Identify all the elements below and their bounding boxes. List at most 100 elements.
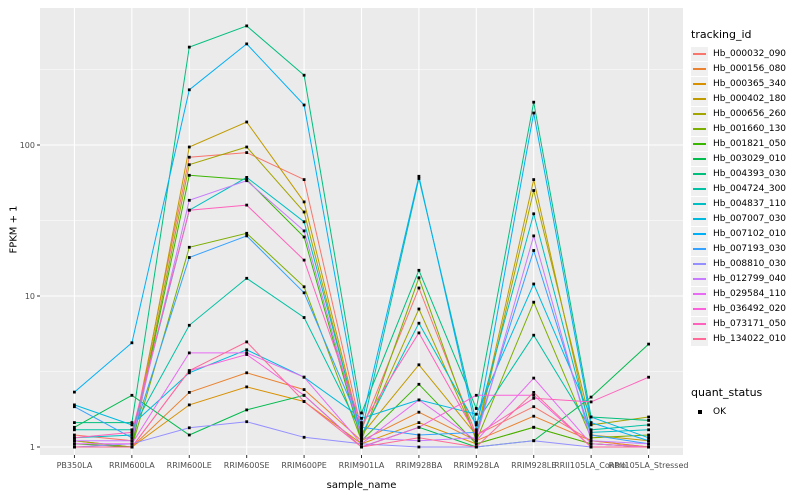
data-point: [532, 212, 536, 216]
point-swatch-icon: [698, 409, 702, 414]
data-point: [647, 342, 650, 346]
legend-label: Hb_012799_040: [713, 273, 787, 284]
legend-label: Hb_000032_090: [713, 48, 787, 59]
legend-item: Hb_001821_050: [691, 136, 799, 151]
quant-ok-key: [691, 404, 708, 419]
data-point: [73, 390, 76, 394]
data-point: [417, 436, 421, 440]
data-point: [187, 198, 191, 202]
data-point: [417, 445, 421, 449]
legend-key: [691, 286, 708, 301]
data-point: [187, 245, 191, 249]
data-point: [245, 145, 249, 149]
data-point: [589, 436, 593, 440]
legend-item-ok: OK: [691, 404, 799, 419]
data-point: [589, 442, 593, 446]
legend-key: [691, 331, 708, 346]
data-point: [302, 258, 306, 262]
legend-color-line-icon: [693, 187, 706, 190]
data-point: [589, 395, 593, 399]
data-point: [187, 426, 191, 430]
data-point: [360, 411, 363, 415]
data-point: [245, 179, 249, 183]
legend-item: Hb_073171_050: [691, 316, 799, 331]
data-point: [532, 333, 536, 337]
data-point: [474, 436, 478, 440]
data-point: [532, 189, 536, 192]
legend-label: Hb_001821_050: [713, 138, 787, 149]
data-point: [647, 436, 650, 440]
legend-item: Hb_007102_010: [691, 226, 799, 241]
data-point: [532, 391, 536, 394]
data-point: [302, 375, 306, 379]
data-point: [589, 415, 593, 419]
legend-color-line-icon: [693, 97, 706, 100]
legend-label: Hb_029584_110: [713, 288, 787, 299]
data-point: [474, 412, 478, 416]
legend-item: Hb_000656_260: [691, 106, 799, 121]
data-point: [589, 428, 593, 432]
data-point: [647, 445, 650, 449]
legend-item: Hb_134022_010: [691, 331, 799, 346]
legend-label: Hb_007007_030: [713, 213, 787, 224]
data-point: [474, 421, 478, 424]
data-point: [245, 408, 249, 412]
legend-label: Hb_000656_260: [713, 108, 787, 119]
data-point: [187, 155, 191, 159]
legend-label: OK: [713, 406, 726, 417]
data-point: [302, 178, 306, 181]
data-point: [187, 369, 191, 373]
data-point: [302, 316, 306, 319]
data-point: [130, 423, 134, 427]
legend-key: [691, 91, 708, 106]
data-point: [73, 428, 76, 432]
legend-key: [691, 316, 708, 331]
data-point: [417, 177, 421, 180]
data-point: [187, 323, 191, 327]
x-tick-label: RRIM600PE: [281, 461, 327, 470]
x-axis-title: sample_name: [326, 480, 397, 491]
data-point: [417, 307, 421, 311]
legend-color-line-icon: [693, 217, 706, 220]
data-point: [187, 208, 191, 212]
data-point: [474, 442, 478, 446]
data-point: [187, 163, 191, 167]
legend-key: [691, 226, 708, 241]
legend-color-line-icon: [693, 142, 706, 145]
data-point: [360, 442, 363, 446]
legend-key: [691, 256, 708, 271]
data-point: [302, 400, 306, 403]
data-point: [130, 428, 134, 432]
legend-items: Hb_000032_090 Hb_000156_080 Hb_000365_340 H…: [691, 46, 799, 346]
legend-color-line-icon: [693, 232, 706, 235]
data-point: [417, 174, 421, 178]
x-tick-label: RRIM600LA: [109, 461, 155, 470]
data-point: [647, 442, 650, 446]
data-point: [302, 393, 306, 397]
data-point: [73, 403, 76, 407]
y-tick-label: 1: [30, 443, 35, 452]
data-point: [302, 103, 306, 107]
legend-key: [691, 211, 708, 226]
data-point: [417, 425, 421, 429]
data-point: [474, 439, 478, 443]
data-point: [245, 420, 249, 424]
legend-key: [691, 121, 708, 136]
data-point: [73, 425, 76, 429]
data-point: [245, 231, 249, 235]
data-point: [417, 410, 421, 414]
data-point: [532, 414, 536, 418]
x-tick-label: RRIM928LA: [453, 461, 499, 470]
legend-key: [691, 46, 708, 61]
data-point: [130, 436, 134, 440]
data-point: [417, 433, 421, 437]
data-point: [589, 423, 593, 427]
data-point: [589, 439, 593, 443]
data-point: [532, 111, 536, 115]
data-point: [417, 276, 421, 280]
data-point: [417, 331, 421, 335]
data-point: [417, 398, 421, 402]
data-point: [187, 433, 191, 437]
x-tick-label: RRIM901LA: [339, 461, 385, 470]
